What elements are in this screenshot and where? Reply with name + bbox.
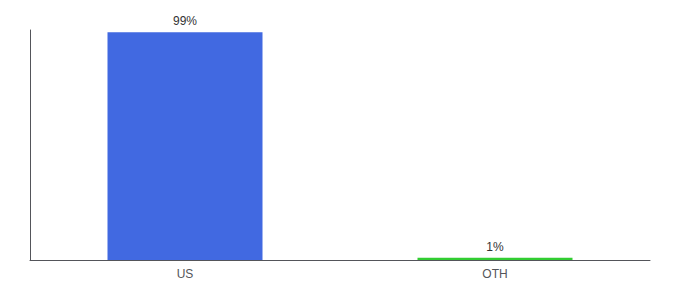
svg-text:1%: 1%	[486, 240, 504, 254]
svg-text:99%: 99%	[173, 14, 197, 28]
svg-text:OTH: OTH	[482, 267, 507, 281]
svg-text:US: US	[177, 267, 194, 281]
